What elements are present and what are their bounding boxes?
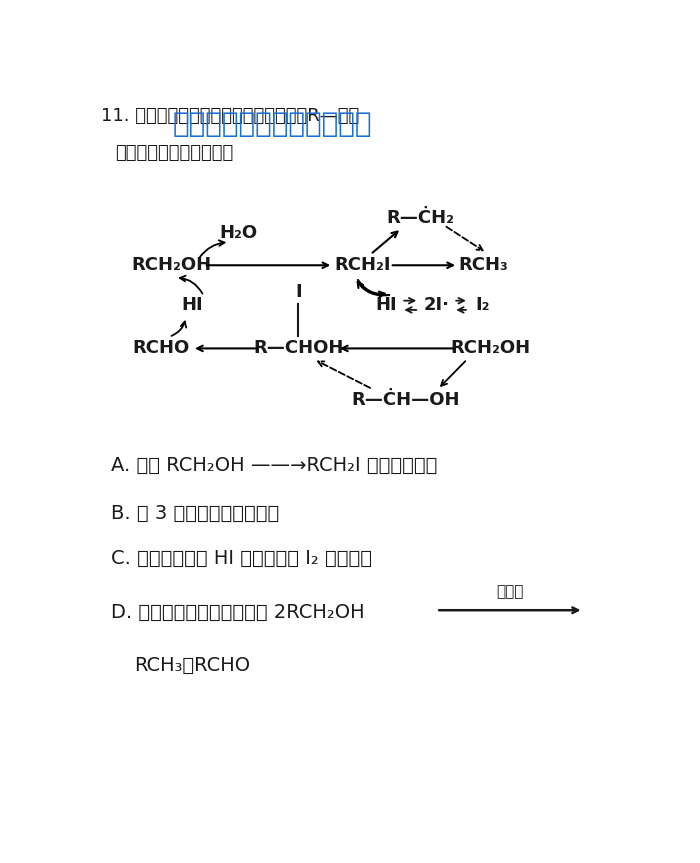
Text: 2I·: 2I· — [424, 296, 449, 314]
Text: RCH₂OH: RCH₂OH — [450, 339, 531, 357]
Text: RCHO: RCHO — [132, 339, 190, 357]
Text: R—ĊH₂: R—ĊH₂ — [386, 209, 455, 226]
Text: 微信公众号关注：趣找答案: 微信公众号关注：趣找答案 — [173, 110, 372, 138]
Text: RCH₂I: RCH₂I — [335, 256, 391, 274]
Text: 11. 碘介量的醇歧化反应机理如图所示（R—为烃: 11. 碘介量的醇歧化反应机理如图所示（R—为烃 — [102, 107, 360, 125]
Text: I₂: I₂ — [475, 296, 490, 314]
Text: H₂O: H₂O — [220, 224, 258, 242]
Text: C. 该反应利用了 HI 的还原性和 I₂ 的氧化性: C. 该反应利用了 HI 的还原性和 I₂ 的氧化性 — [111, 549, 372, 568]
Text: R—CHOH: R—CHOH — [253, 339, 344, 357]
Text: I: I — [295, 283, 302, 301]
Text: R—ĊH—OH: R—ĊH—OH — [351, 391, 459, 409]
Text: RCH₃＋RCHO: RCH₃＋RCHO — [134, 657, 250, 676]
Text: 催化剂: 催化剂 — [496, 584, 524, 600]
Text: HI: HI — [375, 296, 397, 314]
Text: RCH₃: RCH₃ — [458, 256, 508, 274]
Text: HI: HI — [181, 296, 203, 314]
Text: A. 反应 RCH₂OH ——→RCH₂I 属于取代反应: A. 反应 RCH₂OH ——→RCH₂I 属于取代反应 — [111, 457, 437, 476]
Text: 基）。下列说法错误的是: 基）。下列说法错误的是 — [115, 143, 233, 161]
Text: B. 有 3 种自由基参加了反应: B. 有 3 种自由基参加了反应 — [111, 504, 279, 523]
Text: D. 醇歧化的总反应方程式为 2RCH₂OH: D. 醇歧化的总反应方程式为 2RCH₂OH — [111, 602, 365, 621]
Text: RCH₂OH: RCH₂OH — [131, 256, 211, 274]
